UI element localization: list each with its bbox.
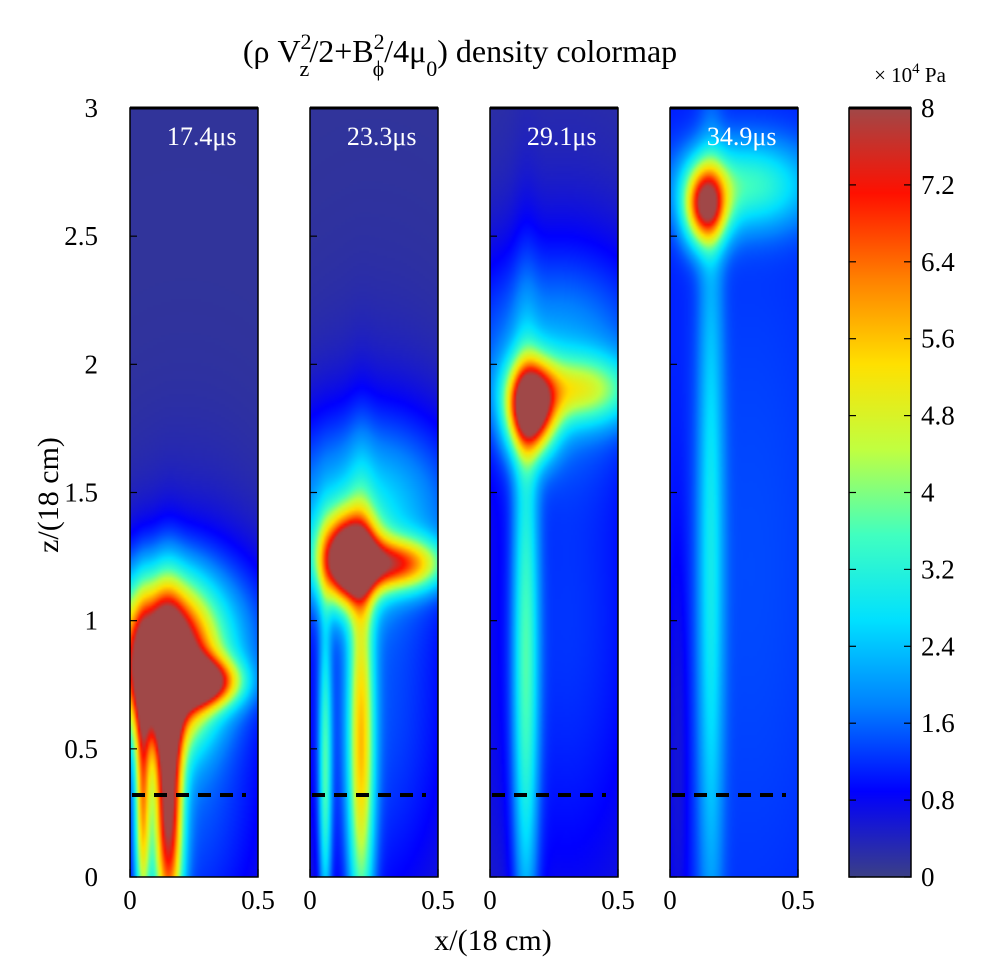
units-suffix: Pa [920, 63, 947, 87]
title-sub3: 0 [426, 56, 437, 81]
title-sub2: ϕ [373, 56, 385, 81]
panels-group: 17.4μs 0 0.5 23.3μs 0 0.5 29.1μs 0 0.5 34.9μs 0 0.5 [123, 106, 815, 915]
chart-title: (ρ V2 z/2+B2 ϕ/4μ0) density colormap [243, 29, 677, 81]
y-tick-label: 0 [85, 862, 99, 892]
y-tick-label: 3 [85, 93, 99, 123]
colorbar-tick-label: 4 [921, 478, 935, 508]
x-tick-label: 0 [123, 885, 137, 915]
x-tick-label: 0.5 [241, 885, 275, 915]
heatmap-2 [310, 108, 438, 877]
colorbar-tick-label: 1.6 [921, 708, 955, 738]
colorbar-tick-label: 6.4 [921, 247, 955, 277]
title-sub1: z [300, 56, 310, 81]
panel-4: 34.9μs 0 0.5 [663, 106, 815, 915]
title-suffix: ) density colormap [437, 33, 677, 69]
heatmap-1 [130, 108, 258, 877]
colorbar-tick-label: 0.8 [921, 785, 955, 815]
title-mid2: /4μ [384, 33, 426, 69]
x-tick-label: 0.5 [601, 885, 635, 915]
y-tick-label: 2 [85, 349, 99, 379]
title-sup2: 2 [374, 29, 385, 54]
heatmap-4 [670, 108, 798, 877]
x-axis-label: x/(18 cm) [434, 924, 551, 957]
x-tick-label: 0.5 [421, 885, 455, 915]
y-axis: 0 0.5 1 1.5 2 2.5 3 [64, 93, 98, 892]
title-prefix: (ρ V [243, 33, 301, 69]
colorbar-tick-label: 0 [921, 862, 935, 892]
x-tick-label: 0 [483, 885, 497, 915]
x-tick-label: 0.5 [781, 885, 815, 915]
units-exp: 4 [912, 61, 920, 77]
colorbar-tick-label: 2.4 [921, 631, 955, 661]
units-prefix: × 10 [874, 63, 912, 87]
colorbar: 0 0.8 1.6 2.4 3.2 4 4.8 5.6 6.4 7.2 8 [848, 93, 955, 892]
colorbar-tick-label: 5.6 [921, 324, 955, 354]
colorbar-tick-label: 7.2 [921, 170, 955, 200]
colorbar-units: × 104 Pa [874, 61, 947, 87]
panel-1: 17.4μs 0 0.5 [123, 106, 275, 915]
y-tick-label: 2.5 [64, 221, 98, 251]
heatmap-3 [490, 108, 618, 877]
y-tick-label: 1 [85, 606, 99, 636]
colorbar-bar [848, 107, 912, 878]
title-sup1: 2 [301, 29, 312, 54]
x-tick-label: 0 [663, 885, 677, 915]
colorbar-tick-label: 8 [921, 93, 935, 123]
y-tick-label: 1.5 [64, 478, 98, 508]
title-mid: /2+B [309, 33, 373, 69]
time-label: 34.9μs [707, 122, 777, 151]
time-label: 29.1μs [527, 122, 597, 151]
colorbar-tick-label: 4.8 [921, 401, 955, 431]
time-label: 17.4μs [167, 122, 237, 151]
y-tick-label: 0.5 [64, 734, 98, 764]
x-tick-label: 0 [303, 885, 317, 915]
panel-3: 29.1μs 0 0.5 [483, 106, 635, 915]
time-label: 23.3μs [347, 122, 417, 151]
colorbar-tick-label: 3.2 [921, 554, 955, 584]
y-axis-label: z/(18 cm) [32, 437, 65, 553]
panel-2: 23.3μs 0 0.5 [303, 106, 455, 915]
